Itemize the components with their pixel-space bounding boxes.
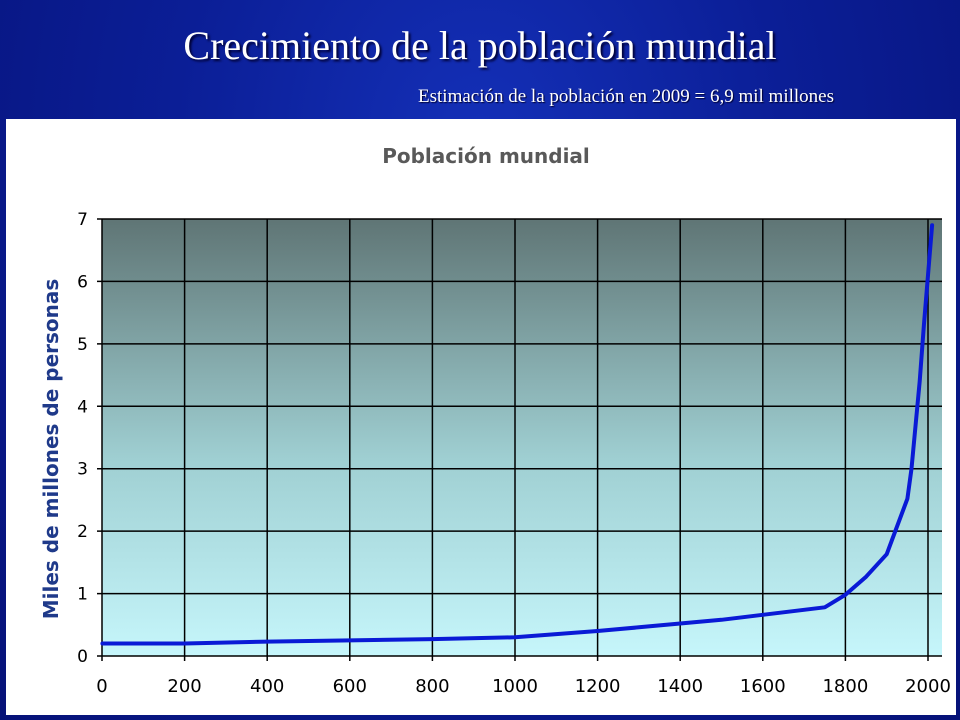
slide-title: Crecimiento de la población mundial [183,23,777,68]
x-tick-labels: 0 200 400 600 800 1000 1200 1400 1600 1800 2000 [96,676,951,697]
plot-area [102,219,942,656]
x-tick-label: 1200 [575,676,621,697]
x-tick-label: 200 [167,676,201,697]
x-tick-label: 2000 [905,676,951,697]
chart-title: Población mundial [382,144,590,168]
population-series-line [100,223,935,646]
x-tick-label: 400 [250,676,284,697]
x-tick-label: 1800 [822,676,868,697]
x-tick-label: 1000 [492,676,538,697]
x-tick-label: 0 [96,676,107,697]
y-tick-label: 2 [77,522,88,542]
y-tick-label: 5 [77,335,88,355]
y-tick-label: 4 [77,397,88,417]
population-chart: 0 200 400 600 800 1000 1200 1400 1600 1800 2000 0 1… [39,144,951,697]
y-tick-label: 1 [77,585,88,605]
y-tick-label: 6 [77,272,88,292]
x-tick-label: 600 [333,676,367,697]
slide-subtitle: Estimación de la población en 2009 = 6,9… [418,86,834,107]
chart-panel: 0 200 400 600 800 1000 1200 1400 1600 1800 2000 0 1… [6,119,956,715]
y-tick-label: 3 [77,460,88,480]
x-tick-label: 800 [415,676,449,697]
x-tick-label: 1600 [740,676,786,697]
x-tick-label: 1400 [657,676,703,697]
grid-lines [97,218,942,661]
y-tick-labels: 0 1 2 3 4 5 6 7 [77,210,88,667]
y-tick-label: 7 [77,210,88,230]
y-tick-label: 0 [77,647,88,667]
y-axis-label: Miles de millones de personas [39,279,63,620]
